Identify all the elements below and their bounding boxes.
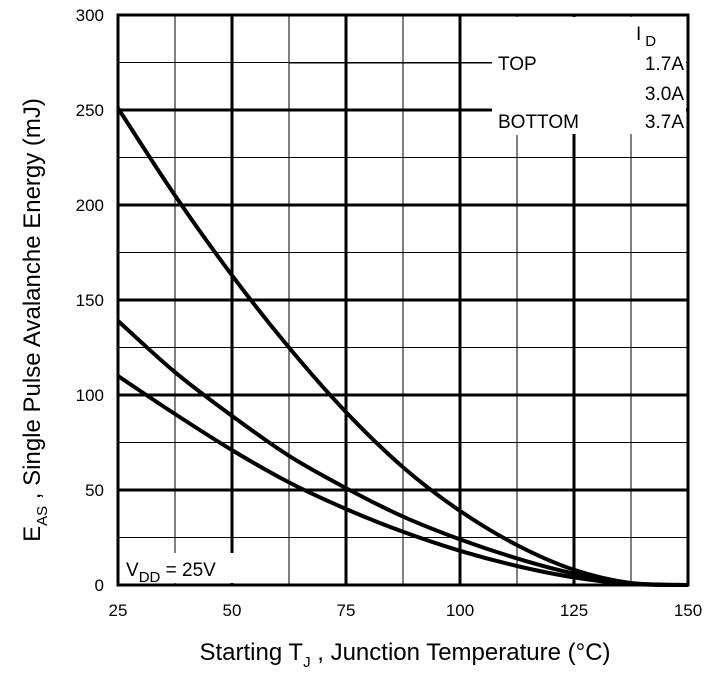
x-axis-title: Starting TJ , Junction Temperature (°C) [199,639,610,671]
series-layer [116,107,689,587]
x-axis-title-sub: J [303,654,311,671]
legend-label: BOTTOM [498,112,579,133]
y-tick-label: 300 [76,6,104,25]
y-axis-title-sub: AS [34,506,51,526]
annotation-main: V [126,560,139,581]
legend-label: TOP [498,54,537,75]
series-line-3 [116,374,689,587]
y-tick-label: 150 [76,291,104,310]
annotation-sub: DD [139,569,161,586]
legend-value: 3.0A [645,84,684,105]
x-axis-title-post: , Junction Temperature (°C) [311,639,611,666]
vdd-annotation: VDD = 25V [120,553,260,586]
x-tick-label: 150 [674,601,702,620]
y-tick-label: 100 [76,386,104,405]
legend-background [492,17,686,135]
series-line-1 [116,107,689,587]
tick-labels: 25 50 75 100 125 150 0 50 100 150 200 250 300 [76,6,703,620]
y-tick-label: 50 [85,481,104,500]
x-tick-label: 100 [446,601,474,620]
legend-header-main: I [636,24,641,45]
plot-frame [116,13,690,587]
annotation-post: = 25V [160,560,216,581]
y-tick-label: 250 [76,101,104,120]
annotation-text: VDD = 25V [126,560,216,586]
legend-value: 1.7A [645,54,684,75]
y-tick-label: 0 [95,576,104,595]
x-tick-label: 25 [109,601,128,620]
y-axis-title-pre: E [19,526,46,542]
y-tick-label: 200 [76,196,104,215]
x-tick-label: 50 [223,601,242,620]
legend-value: 3.7A [645,112,684,133]
annotation-background [120,553,260,583]
x-tick-label: 125 [560,601,588,620]
x-tick-label: 75 [337,601,356,620]
legend: I D TOP 1.7A 3.0A BOTTOM 3.7A [289,17,686,585]
y-axis-title: EAS , Single Pulse Avalanche Energy (mJ) [19,98,51,542]
legend-header-sub: D [645,33,656,50]
series-line-2 [116,319,689,587]
x-axis-title-pre: Starting T [199,639,303,666]
y-axis-title-post: , Single Pulse Avalanche Energy (mJ) [19,98,46,506]
